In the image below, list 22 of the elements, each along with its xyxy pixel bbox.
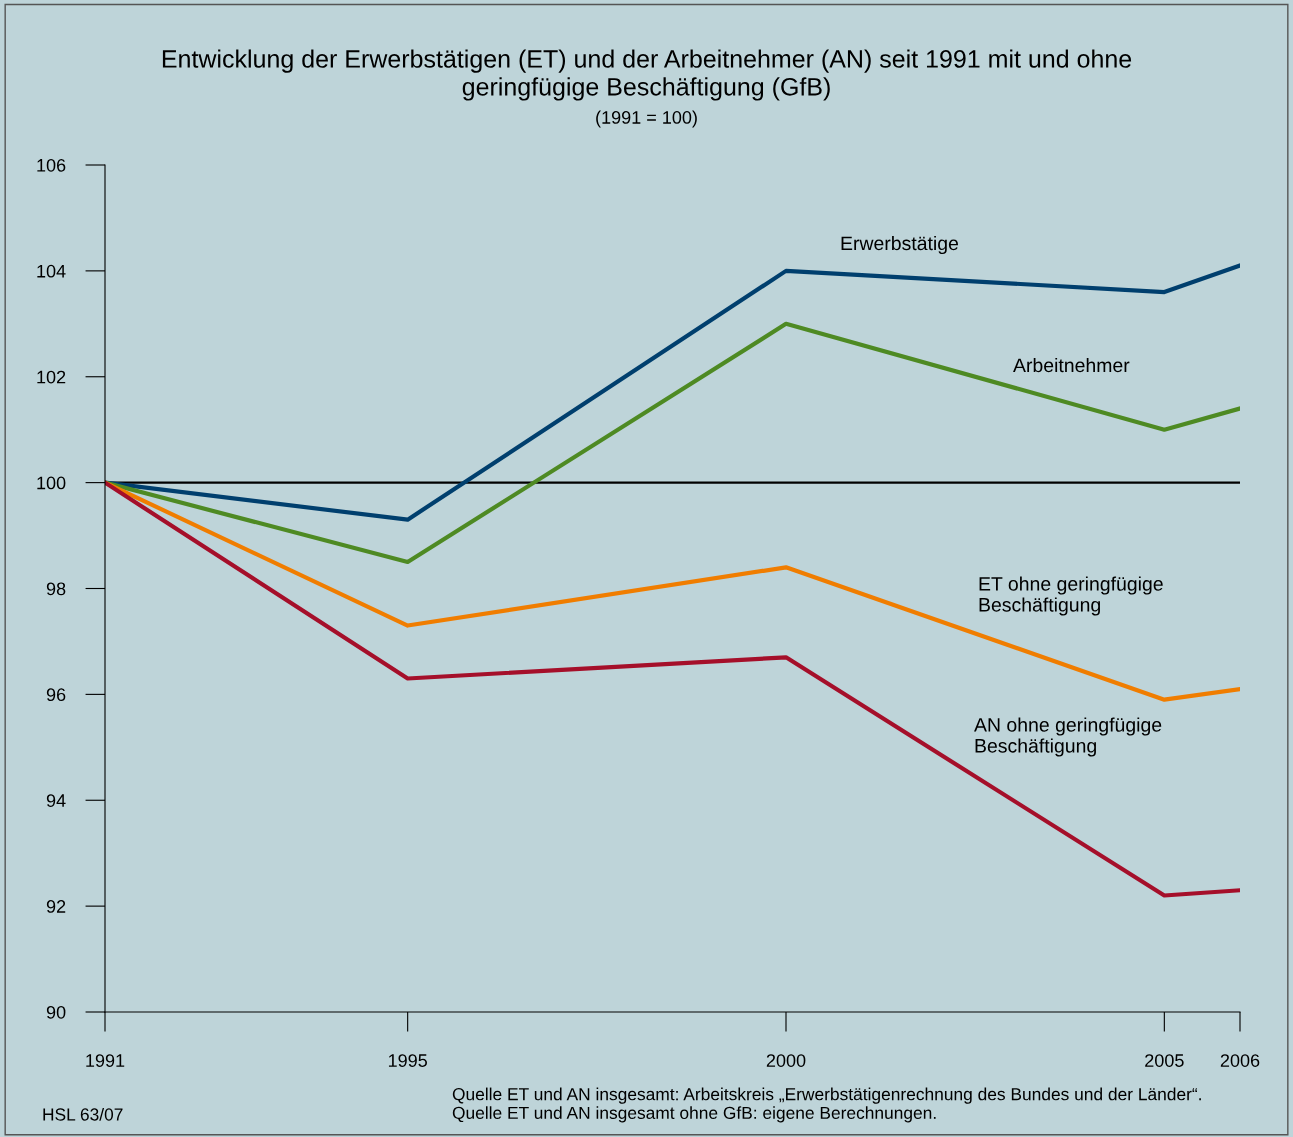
series-label: AN ohne geringfügige Beschäftigung xyxy=(974,717,1162,757)
x-tick-label: 1995 xyxy=(388,1054,427,1067)
y-tick-label: 106 xyxy=(37,158,66,172)
source-note: Quelle ET und AN insgesamt: Arbeitskreis „Erwerbstätigenrechnung des Bundes und der Länder“. Quelle ET und AN insgesamt ohne GfB: eigene Berechnungen. xyxy=(452,1087,1201,1123)
text: HSL 63/07 xyxy=(43,1107,123,1121)
y-tick-label: 104 xyxy=(37,264,66,278)
chart-title: Entwicklung der Erwerbstätigen (ET) und der Arbeitnehmer (AN) seit 1991 mit und ohne geringfügige Beschäftigung (GfB) xyxy=(162,49,1132,101)
y-tick-label: 96 xyxy=(46,688,66,702)
x-tick-label: 2005 xyxy=(1145,1054,1184,1067)
y-tick-label: 92 xyxy=(46,900,66,913)
y-tick-label: 90 xyxy=(46,1005,66,1019)
y-tick-label: 94 xyxy=(46,794,66,807)
x-tick-label: 1991 xyxy=(86,1054,125,1067)
y-tick-label: 98 xyxy=(46,582,66,596)
chart-subtitle: (1991 = 100) xyxy=(596,110,697,128)
series-label: ET ohne geringfügige Beschäftigung xyxy=(979,576,1163,616)
series-label: Erwerbstätige xyxy=(841,235,959,255)
x-tick-label: 2000 xyxy=(766,1054,806,1067)
y-tick-label: 102 xyxy=(37,370,66,384)
x-tick-label: 2006 xyxy=(1220,1054,1260,1067)
series-label: Arbeitnehmer xyxy=(1013,357,1130,373)
y-tick-label: 100 xyxy=(37,476,66,490)
